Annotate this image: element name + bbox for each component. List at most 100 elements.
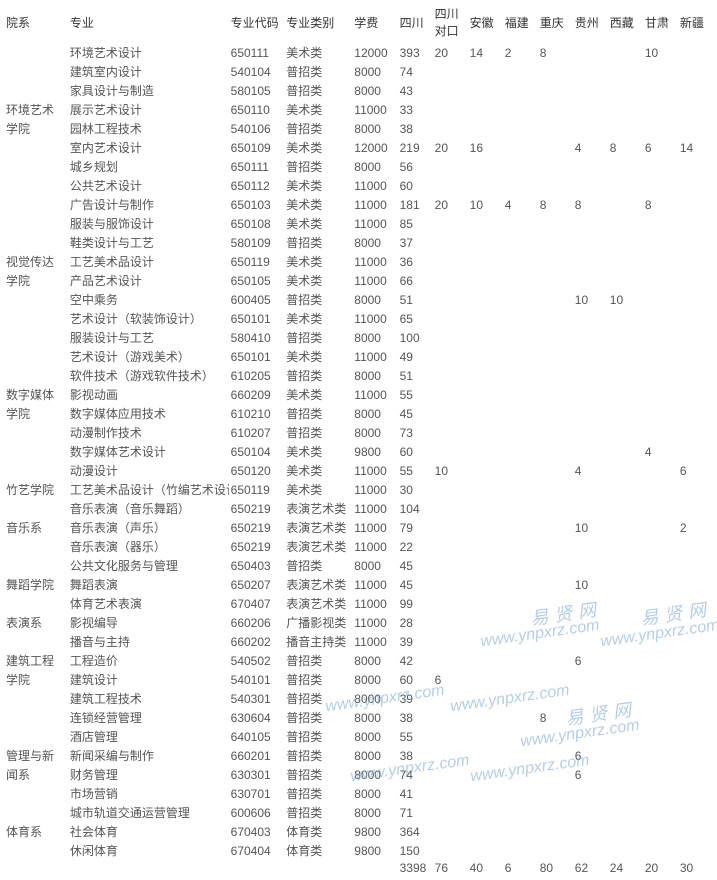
cell: 20 <box>433 43 468 62</box>
cell: 8000 <box>352 689 397 708</box>
cell: 11000 <box>352 176 397 195</box>
cell: 连锁经营管理 <box>68 708 229 727</box>
cell: 美术类 <box>284 480 352 499</box>
cell: 美术类 <box>284 385 352 404</box>
cell <box>4 195 68 214</box>
cell: 650119 <box>229 252 285 271</box>
cell <box>468 442 503 461</box>
cell: 60 <box>398 176 433 195</box>
cell <box>503 252 538 271</box>
cell: 广播影视类 <box>284 613 352 632</box>
cell: 建筑室内设计 <box>68 62 229 81</box>
cell <box>643 765 678 784</box>
cell: 8000 <box>352 233 397 252</box>
cell: 美术类 <box>284 214 352 233</box>
cell: 数字媒体 <box>4 385 68 404</box>
cell <box>538 822 573 841</box>
cell: 园林工程技术 <box>68 119 229 138</box>
cell: 家具设计与制造 <box>68 81 229 100</box>
table-row: 3398764068062242030 <box>4 860 713 876</box>
cell <box>503 632 538 651</box>
cell: 650207 <box>229 575 285 594</box>
cell <box>468 613 503 632</box>
cell: 4 <box>643 442 678 461</box>
cell: 30 <box>398 480 433 499</box>
cell: 76 <box>433 860 468 876</box>
cell <box>503 233 538 252</box>
cell <box>433 765 468 784</box>
cell <box>573 613 608 632</box>
cell <box>643 670 678 689</box>
cell: 600405 <box>229 290 285 309</box>
cell <box>538 157 573 176</box>
cell <box>678 157 713 176</box>
cell <box>468 176 503 195</box>
cell <box>608 195 643 214</box>
cell <box>468 689 503 708</box>
cell <box>643 499 678 518</box>
cell <box>573 594 608 613</box>
cell <box>503 746 538 765</box>
table-row: 播音与主持660202播音主持类1100039 <box>4 632 713 651</box>
cell <box>643 518 678 537</box>
cell <box>608 442 643 461</box>
cell <box>503 499 538 518</box>
cell <box>468 385 503 404</box>
col-12: 甘肃 <box>643 4 678 43</box>
cell: 6 <box>678 461 713 480</box>
cell <box>538 841 573 860</box>
cell <box>503 214 538 233</box>
cell <box>468 423 503 442</box>
cell <box>538 727 573 746</box>
cell <box>4 328 68 347</box>
col-2: 专业代码 <box>229 4 285 43</box>
cell: 540106 <box>229 119 285 138</box>
cell: 音乐表演（声乐） <box>68 518 229 537</box>
cell: 舞蹈学院 <box>4 575 68 594</box>
cell <box>678 556 713 575</box>
cell <box>573 157 608 176</box>
cell <box>538 176 573 195</box>
cell <box>643 404 678 423</box>
cell <box>678 442 713 461</box>
cell <box>573 347 608 366</box>
cell: 音乐表演（器乐） <box>68 537 229 556</box>
cell: 公共艺术设计 <box>68 176 229 195</box>
col-9: 重庆 <box>538 4 573 43</box>
cell: 闻系 <box>4 765 68 784</box>
cell <box>433 556 468 575</box>
cell: 8000 <box>352 119 397 138</box>
cell <box>538 290 573 309</box>
cell: 服装设计与工艺 <box>68 328 229 347</box>
cell <box>433 81 468 100</box>
table-row: 建筑工程工程造价540502普招类8000426 <box>4 651 713 670</box>
cell: 4 <box>503 195 538 214</box>
cell <box>468 100 503 119</box>
cell: 普招类 <box>284 404 352 423</box>
cell <box>433 233 468 252</box>
cell <box>433 632 468 651</box>
cell <box>503 176 538 195</box>
cell: 建筑工程 <box>4 651 68 670</box>
cell <box>643 841 678 860</box>
table-row: 城乡规划650111普招类800056 <box>4 157 713 176</box>
cell <box>433 176 468 195</box>
cell <box>608 119 643 138</box>
table-header-row: 院系专业专业代码专业类别学费四川四川对口安徽福建重庆贵州西藏甘肃新疆 <box>4 4 713 43</box>
cell: 42 <box>398 651 433 670</box>
cell: 8 <box>538 195 573 214</box>
cell <box>503 309 538 328</box>
cell <box>608 727 643 746</box>
cell <box>433 290 468 309</box>
cell <box>503 727 538 746</box>
cell: 11000 <box>352 518 397 537</box>
cell: 竹艺学院 <box>4 480 68 499</box>
cell: 8000 <box>352 784 397 803</box>
cell: 普招类 <box>284 803 352 822</box>
cell <box>433 309 468 328</box>
cell <box>468 290 503 309</box>
cell <box>643 594 678 613</box>
cell: 11000 <box>352 309 397 328</box>
cell <box>433 100 468 119</box>
cell: 体育系 <box>4 822 68 841</box>
